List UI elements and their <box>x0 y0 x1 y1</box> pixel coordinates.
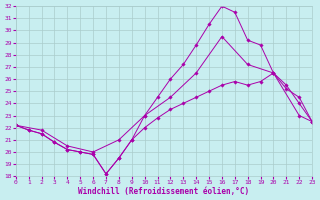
X-axis label: Windchill (Refroidissement éolien,°C): Windchill (Refroidissement éolien,°C) <box>78 187 250 196</box>
